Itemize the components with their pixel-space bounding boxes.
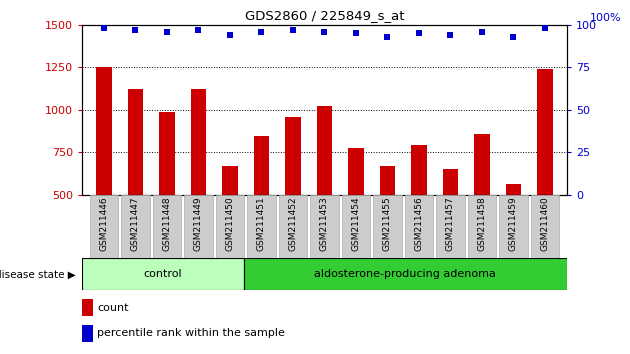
Point <box>351 30 361 36</box>
Bar <box>82 325 93 342</box>
Bar <box>411 145 427 280</box>
Text: GSM211447: GSM211447 <box>131 196 140 251</box>
Text: count: count <box>98 303 129 313</box>
FancyBboxPatch shape <box>82 258 244 290</box>
Bar <box>121 195 150 258</box>
Text: GSM211446: GSM211446 <box>100 196 108 251</box>
Text: aldosterone-producing adenoma: aldosterone-producing adenoma <box>314 269 496 279</box>
Text: GSM211458: GSM211458 <box>478 196 486 251</box>
Text: GSM211448: GSM211448 <box>163 196 171 251</box>
Bar <box>222 166 238 280</box>
Bar <box>474 133 490 280</box>
Text: GSM211449: GSM211449 <box>194 196 203 251</box>
Bar <box>215 195 244 258</box>
Bar <box>443 169 459 280</box>
Bar <box>373 195 402 258</box>
Bar <box>153 195 181 258</box>
Bar <box>96 67 112 280</box>
Point <box>540 25 550 31</box>
Text: GSM211450: GSM211450 <box>226 196 234 251</box>
Bar <box>311 195 339 258</box>
Bar <box>127 89 144 280</box>
Y-axis label: 100%: 100% <box>590 13 622 23</box>
Text: GSM211453: GSM211453 <box>320 196 329 251</box>
Bar <box>248 195 276 258</box>
Bar <box>500 195 528 258</box>
Point <box>508 34 518 40</box>
Bar <box>184 195 213 258</box>
Bar <box>405 195 433 258</box>
Text: GSM211452: GSM211452 <box>289 196 297 251</box>
Text: GSM211459: GSM211459 <box>509 196 518 251</box>
Text: GSM211455: GSM211455 <box>383 196 392 251</box>
Point <box>256 29 266 34</box>
Text: GSM211454: GSM211454 <box>352 196 360 251</box>
Bar <box>467 195 496 258</box>
Text: GSM211457: GSM211457 <box>446 196 455 251</box>
Point <box>414 30 424 36</box>
Bar <box>531 195 559 258</box>
Bar <box>348 148 364 280</box>
Bar <box>82 299 93 316</box>
Point <box>445 32 455 38</box>
Bar <box>279 195 307 258</box>
Bar <box>191 89 207 280</box>
Text: percentile rank within the sample: percentile rank within the sample <box>98 328 285 338</box>
Point <box>99 25 109 31</box>
Text: GSM211451: GSM211451 <box>257 196 266 251</box>
Point <box>477 29 487 34</box>
Text: control: control <box>144 269 182 279</box>
Point <box>130 27 140 33</box>
Bar <box>537 69 553 280</box>
Bar <box>159 112 175 280</box>
Point <box>193 27 203 33</box>
Text: disease state ▶: disease state ▶ <box>0 269 76 279</box>
Bar <box>90 195 118 258</box>
Point <box>225 32 235 38</box>
Bar <box>506 184 522 280</box>
Bar <box>285 116 301 280</box>
Point <box>288 27 298 33</box>
FancyBboxPatch shape <box>244 258 567 290</box>
Point <box>162 29 172 34</box>
Bar <box>317 106 333 280</box>
Bar <box>254 136 270 280</box>
Text: GSM211456: GSM211456 <box>415 196 423 251</box>
Point <box>382 34 392 40</box>
Text: GSM211460: GSM211460 <box>541 196 549 251</box>
Point <box>319 29 329 34</box>
Bar <box>379 166 396 280</box>
Bar <box>436 195 465 258</box>
Bar <box>342 195 370 258</box>
Title: GDS2860 / 225849_s_at: GDS2860 / 225849_s_at <box>244 9 404 22</box>
